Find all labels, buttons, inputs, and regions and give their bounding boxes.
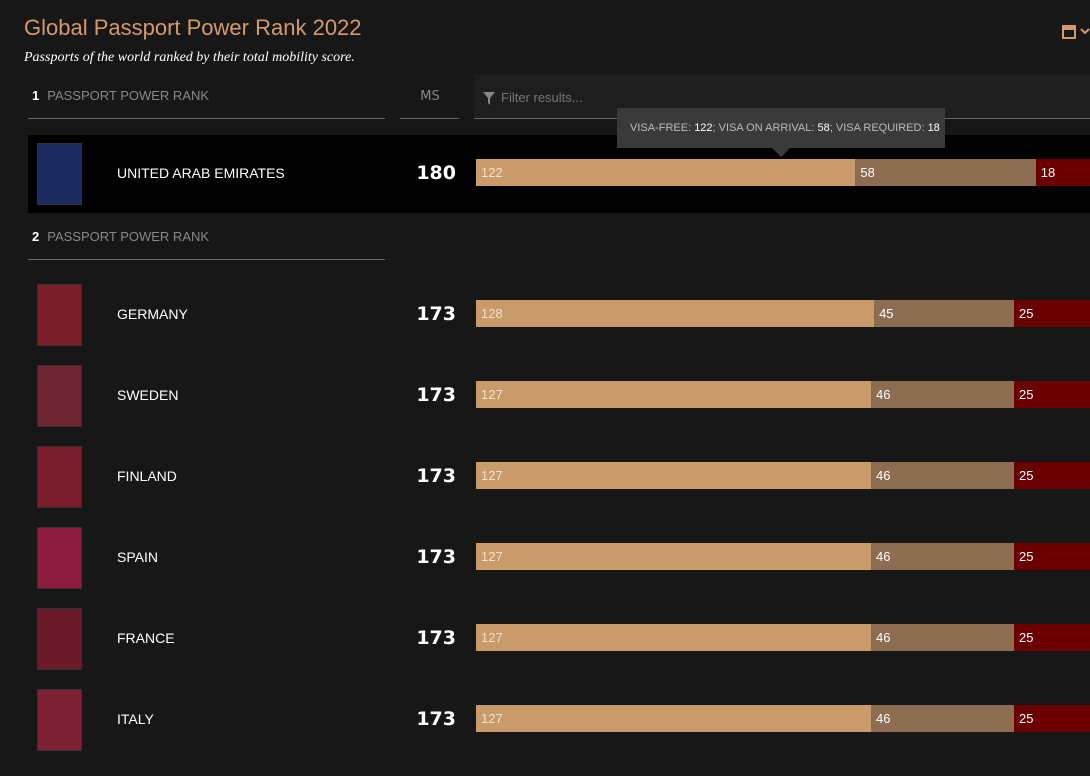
- bar-segment: 46: [870, 462, 1015, 489]
- mobility-score: 173: [416, 708, 456, 730]
- tooltip-label: ; VISA REQUIRED:: [829, 122, 925, 134]
- group-header: 2 PASSPORT POWER RANK: [32, 229, 209, 244]
- mobility-score: 180: [416, 162, 456, 184]
- tooltip-label: VISA-FREE:: [630, 122, 692, 134]
- title: Global Passport Power Rank 2022: [24, 15, 362, 40]
- country: SWEDEN: [117, 387, 179, 403]
- country: SPAIN: [117, 549, 158, 565]
- mobility-score: 173: [416, 546, 456, 568]
- bar-segment: 127: [476, 624, 871, 651]
- mobility-score: 173: [416, 465, 456, 487]
- bar-segment: 25: [1014, 705, 1090, 732]
- country: FRANCE: [117, 630, 175, 646]
- bar-segment: 127: [476, 462, 871, 489]
- bar-segment: 46: [870, 381, 1015, 408]
- filter-icon: [483, 92, 495, 105]
- mobility-score: 173: [416, 627, 456, 649]
- bar-segment: 45: [874, 300, 1015, 327]
- bar-segment: 127: [476, 705, 871, 732]
- passport: [38, 690, 81, 750]
- rank-label: PASSPORT POWER RANK: [47, 88, 210, 103]
- rank: 1: [32, 88, 40, 103]
- passport: [38, 144, 81, 204]
- bar-segment: 127: [476, 543, 871, 570]
- passport: [38, 609, 81, 669]
- tooltip-arrow: [772, 148, 790, 157]
- mobility-score: 173: [416, 303, 456, 325]
- rule: [28, 118, 385, 119]
- bar-segment: 128: [476, 300, 875, 327]
- passport: [38, 366, 81, 426]
- bar-segment: 127: [476, 381, 871, 408]
- mobility-score: 173: [416, 384, 456, 406]
- bar-segment: 25: [1014, 543, 1090, 570]
- subtitle: Passports of the world ranked by their t…: [24, 50, 355, 65]
- bar-segment: 46: [870, 705, 1015, 732]
- group-header: 1 PASSPORT POWER RANK: [32, 88, 209, 103]
- filter-placeholder: Filter results...: [501, 90, 583, 105]
- rank-label: PASSPORT POWER RANK: [47, 229, 210, 244]
- bar-segment: 25: [1014, 624, 1090, 651]
- bar-segment: 46: [870, 624, 1015, 651]
- bar-segment: 25: [1014, 381, 1090, 408]
- bar-segment: 46: [870, 543, 1015, 570]
- calendar-button[interactable]: [1060, 22, 1090, 42]
- ms-header[interactable]: MS: [420, 89, 440, 104]
- country: FINLAND: [117, 468, 177, 484]
- tooltip-label: ; VISA ON ARRIVAL:: [712, 122, 815, 134]
- passport: [38, 447, 81, 507]
- rule: [28, 259, 385, 260]
- country: UNITED ARAB EMIRATES: [117, 165, 285, 181]
- bar-segment: 25: [1014, 300, 1090, 327]
- rule: [400, 118, 459, 119]
- bar-segment: 58: [855, 159, 1036, 186]
- tooltip-value: 122: [694, 122, 713, 134]
- passport: [38, 285, 81, 345]
- tooltip-value: 58: [817, 122, 830, 134]
- rank: 2: [32, 229, 40, 244]
- country: GERMANY: [117, 306, 188, 322]
- passport: [38, 528, 81, 588]
- tooltip: VISA-FREE: 122; VISA ON ARRIVAL: 58; VIS…: [617, 108, 945, 148]
- bar-segment: 25: [1014, 462, 1090, 489]
- tooltip-value: 18: [927, 122, 940, 134]
- country: ITALY: [117, 711, 154, 727]
- bar-segment: 122: [476, 159, 856, 186]
- bar-segment: 18: [1035, 159, 1090, 186]
